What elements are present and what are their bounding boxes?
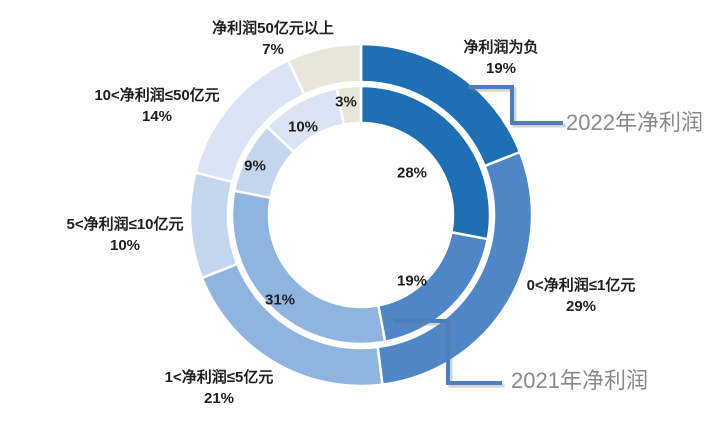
category-name: 0<净利润≤1亿元 [526,277,636,294]
inner-data-labels: 28% 19% 31% 9% 10% 3% [244,94,427,309]
category-label-block: 10<净利润≤50亿元 14% [94,85,219,127]
category-label-block: 5<净利润≤10亿元 10% [66,214,183,256]
callout-lines [394,85,566,388]
category-name: 净利润50亿元以上 [212,20,334,37]
category-percent: 21% [203,390,235,407]
category-percent: 14% [141,108,173,125]
outer-segment-3 [188,171,239,280]
inner-data-label-5: 3% [335,94,357,111]
category-label-block: 0<净利润≤1亿元 29% [527,275,636,317]
category-name: 5<净利润≤10亿元 [66,216,184,233]
callout-2021-label: 2021年净利润 [511,368,648,393]
callout-2022-line [468,85,563,125]
inner-ring-group [230,84,492,346]
callout-2021-line-shadow [396,321,505,388]
callout-2022-label: 2022年净利润 [566,110,703,135]
callout-2022-line-shadow [470,87,566,128]
category-percent: 10% [109,237,141,254]
category-label-block: 净利润为负 19% [463,37,538,79]
category-name: 1<净利润≤5亿元 [164,369,274,386]
inner-data-label-4: 10% [288,119,318,136]
inner-data-label-1: 19% [397,273,427,290]
inner-data-label-2: 31% [265,292,295,309]
category-label-block: 净利润50亿元以上 7% [212,18,334,60]
category-percent: 29% [565,298,597,315]
category-name: 净利润为负 [463,39,539,56]
inner-data-label-0: 28% [397,165,427,182]
outer-ring-group [188,42,534,388]
category-label-block: 1<净利润≤5亿元 21% [165,367,274,409]
callout-2021-line [394,319,502,385]
outer-segment-5 [286,42,363,96]
category-percent: 7% [262,41,284,58]
category-percent: 19% [485,60,517,77]
inner-segment-5 [335,84,363,126]
category-name: 10<净利润≤50亿元 [94,87,220,104]
inner-data-label-3: 9% [244,158,266,175]
